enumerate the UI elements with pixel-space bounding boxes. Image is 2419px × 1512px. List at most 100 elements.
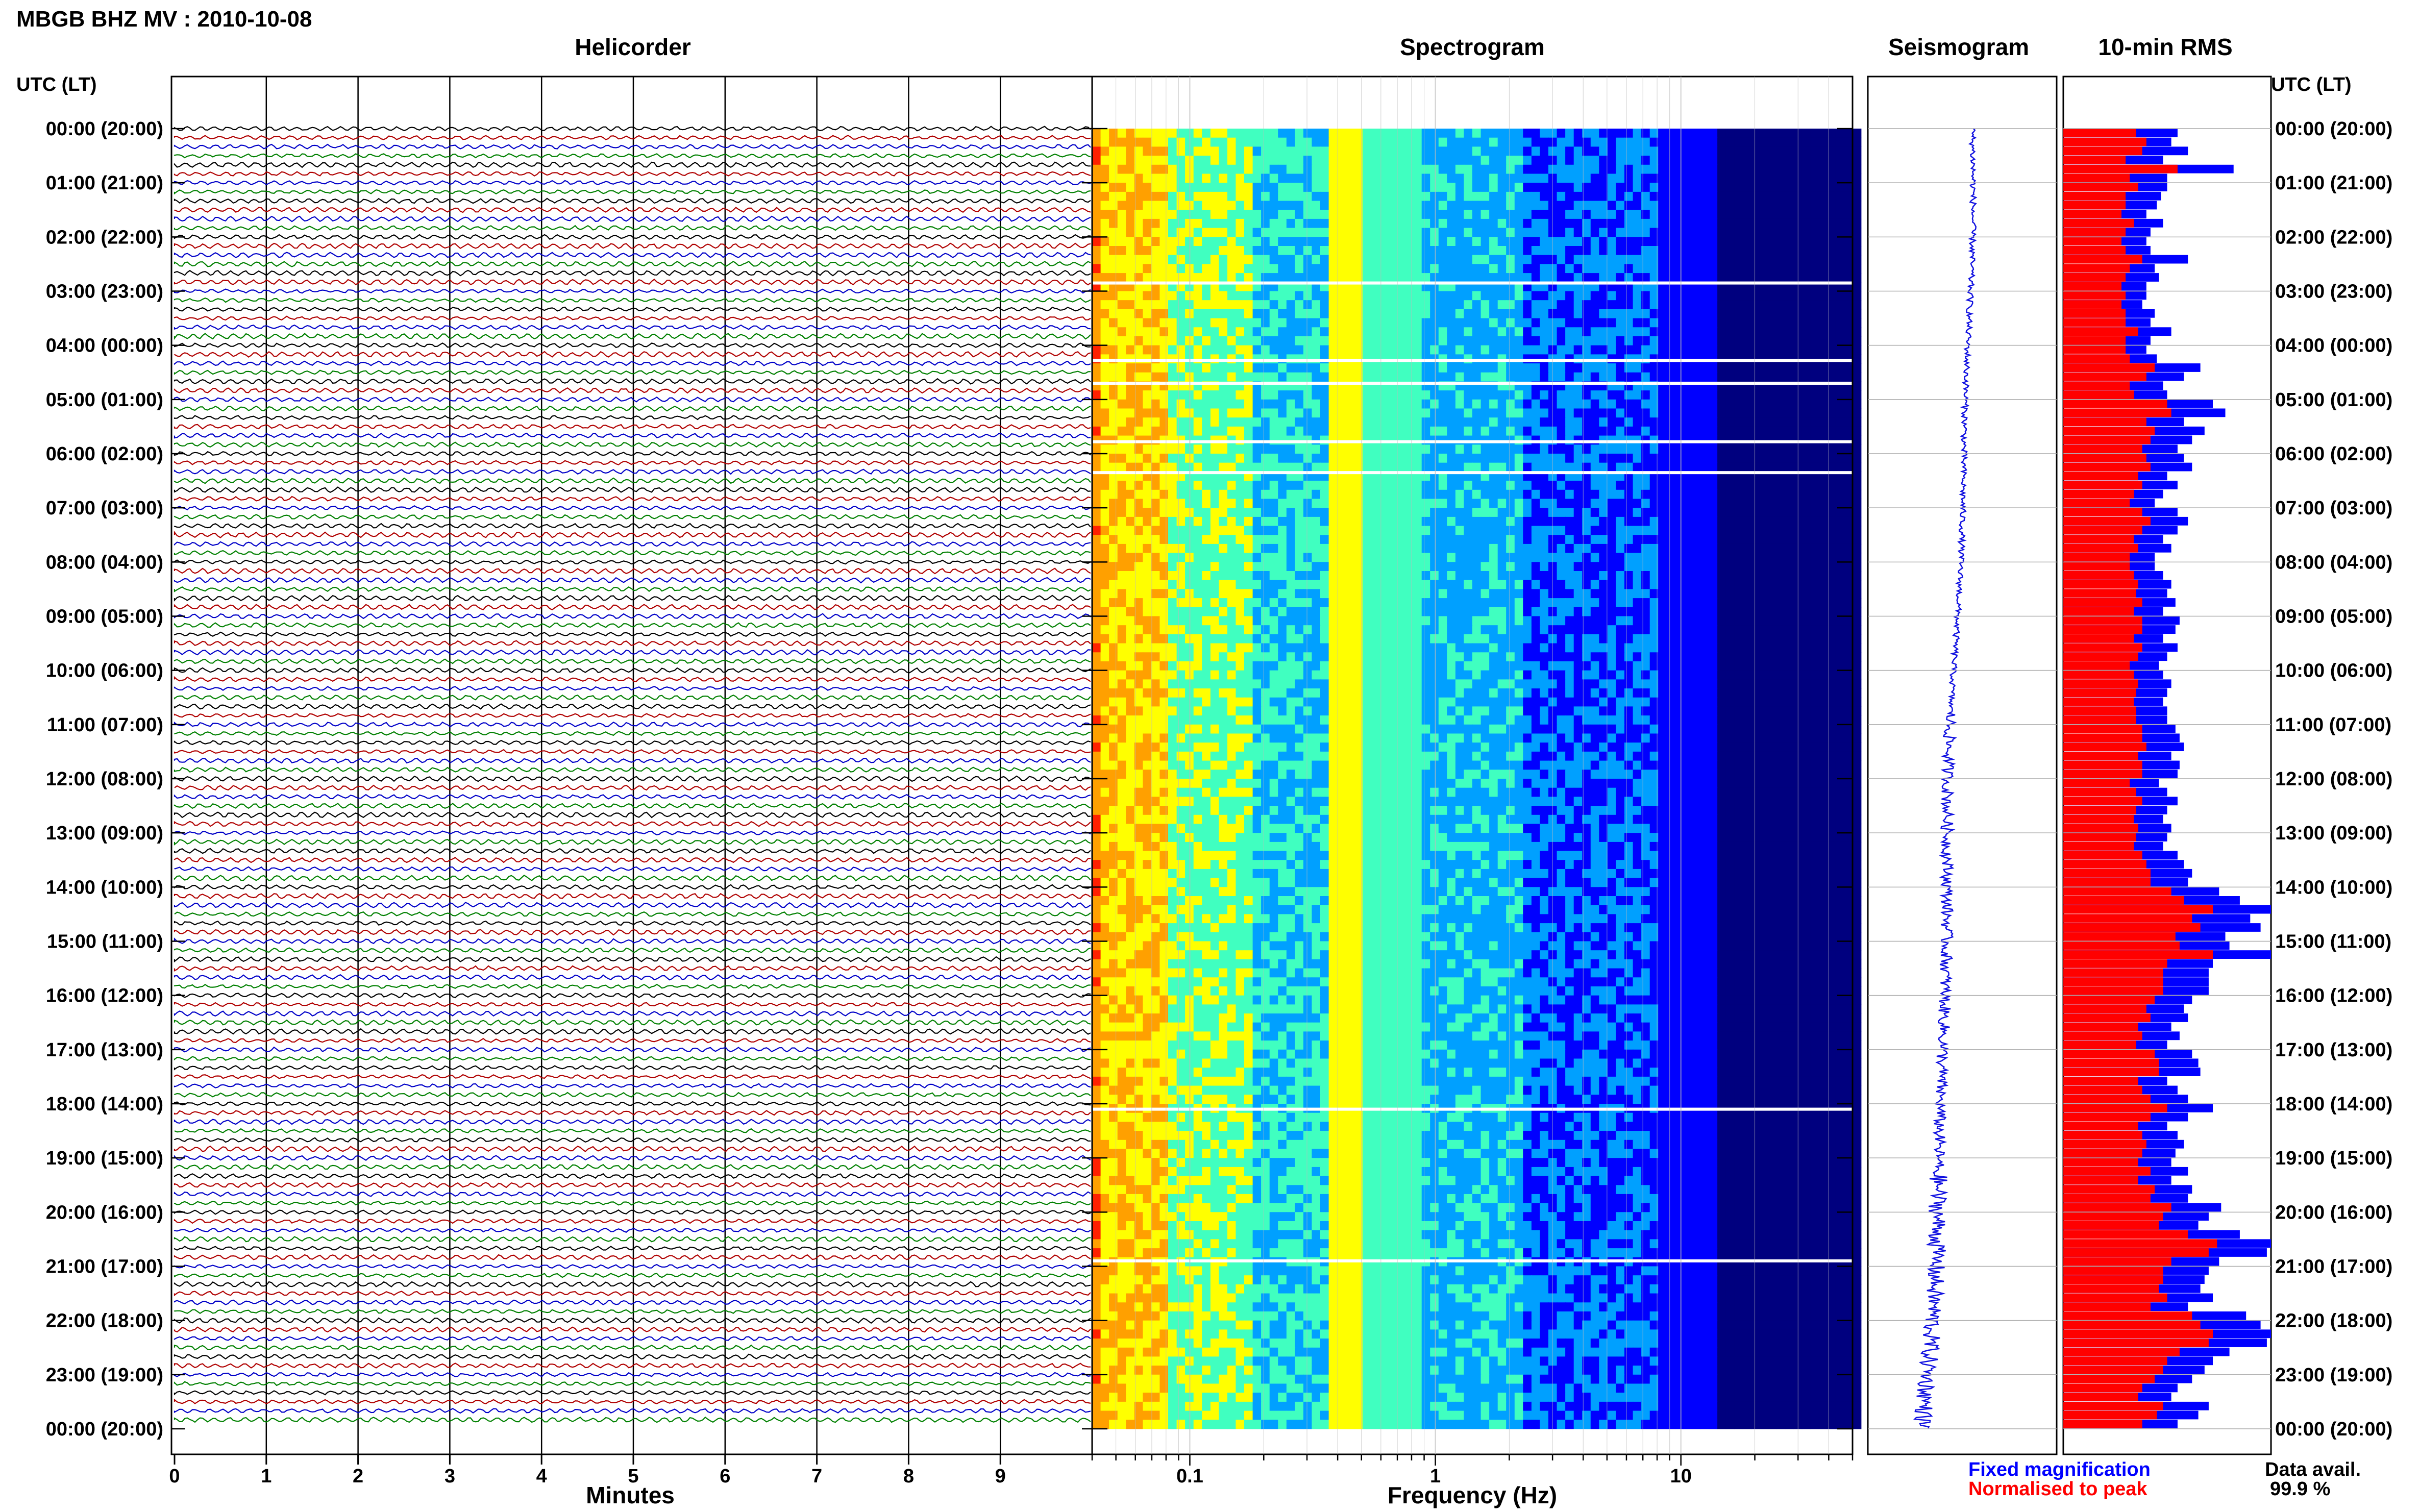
spectrogram-cell	[1768, 246, 1777, 256]
spectrogram-cell	[1362, 336, 1372, 346]
spectrogram-cell	[1117, 535, 1127, 544]
spectrogram-cell	[1303, 264, 1313, 274]
spectrogram-cell	[1252, 129, 1262, 138]
spectrogram-cell	[1666, 164, 1676, 175]
spectrogram-cell	[1480, 173, 1490, 183]
spectrogram-cell	[1134, 237, 1144, 246]
spectrogram-cell	[1768, 562, 1777, 572]
spectrogram-cell	[1219, 218, 1228, 229]
spectrogram-cell	[1573, 201, 1583, 210]
spectrogram-cell	[1801, 129, 1811, 138]
spectrogram-cell	[1641, 516, 1650, 527]
spectrogram-cell	[1236, 291, 1245, 301]
spectrogram-cell	[1328, 589, 1338, 599]
spectrogram-cell	[1455, 237, 1465, 246]
spectrogram-cell	[1607, 264, 1617, 274]
spectrogram-cell	[1295, 426, 1304, 436]
spectrogram-cell	[1126, 327, 1135, 337]
spectrogram-cell	[1210, 426, 1220, 436]
helicorder-trace	[174, 803, 1091, 809]
spectrogram-cell	[1540, 516, 1549, 527]
spectrogram-cell	[1345, 137, 1355, 147]
spectrogram-cell	[1734, 481, 1743, 490]
spectrogram-cell	[1607, 535, 1617, 544]
spectrogram-cell	[1709, 562, 1718, 572]
spectrogram-cell	[1565, 562, 1574, 572]
spectrogram-cell	[1725, 543, 1735, 554]
spectrogram-cell	[1219, 291, 1228, 301]
spectrogram-cell	[1734, 535, 1743, 544]
spectrogram-cell	[1768, 164, 1777, 175]
spectrogram-cell	[1202, 516, 1211, 527]
spectrogram-cell	[1430, 508, 1439, 517]
spectrogram-cell	[1252, 580, 1262, 589]
spectrogram-cell	[1853, 472, 1862, 481]
spectrogram-cell	[1742, 336, 1752, 346]
spectrogram-cell	[1404, 164, 1414, 175]
spectrogram-cell	[1683, 426, 1693, 436]
spectrogram-cell	[1827, 327, 1836, 337]
spectrogram-cell	[1421, 183, 1431, 192]
spectrogram-cell	[1548, 543, 1558, 554]
spectrogram-cell	[1388, 156, 1397, 165]
spectrogram-cell	[1345, 543, 1355, 554]
spectrogram-cell	[1489, 237, 1498, 246]
spectrogram-cell	[1717, 137, 1726, 147]
spectrogram-cell	[1540, 454, 1549, 463]
spectrogram-cell	[1785, 264, 1794, 274]
spectrogram-cell	[1379, 535, 1389, 544]
spectrogram-cell	[1328, 228, 1338, 237]
spectrogram-cell	[1844, 390, 1853, 400]
spectrogram-cell	[1126, 363, 1135, 373]
spectrogram-cell	[1176, 210, 1186, 219]
spectrogram-cell	[1548, 210, 1558, 219]
spectrogram-cell	[1633, 562, 1642, 572]
spectrogram-cell	[1776, 535, 1786, 544]
spectrogram-cell	[1447, 481, 1456, 490]
spectrogram-cell	[1252, 255, 1262, 264]
spectrogram-cell	[1362, 571, 1372, 581]
spectrogram-cell	[1303, 237, 1313, 246]
spectrogram-cell	[1278, 417, 1287, 427]
spectrogram-cell	[1853, 454, 1862, 463]
spectrogram-cell	[1683, 146, 1693, 156]
spectrogram-cell	[1734, 372, 1743, 382]
spectrogram-cell	[1565, 129, 1574, 138]
spectrogram-cell	[1388, 399, 1397, 409]
spectrogram-cell	[1227, 444, 1237, 454]
spectrogram-cell	[1455, 191, 1465, 202]
spectrogram-cell	[1151, 499, 1161, 508]
spectrogram-cell	[1624, 499, 1634, 508]
spectrogram-cell	[1261, 129, 1270, 138]
spectrogram-cell	[1337, 129, 1346, 138]
spectrogram-cell	[1565, 598, 1574, 608]
spectrogram-cell	[1388, 300, 1397, 310]
spectrogram-cell	[1210, 535, 1220, 544]
spectrogram-cell	[1100, 210, 1109, 219]
spectrogram-cell	[1844, 228, 1853, 237]
spectrogram-cell	[1295, 571, 1304, 581]
spectrogram-cell	[1514, 489, 1524, 500]
spectrogram-cell	[1480, 499, 1490, 508]
spectrogram-cell	[1438, 526, 1448, 535]
spectrogram-cell	[1573, 327, 1583, 337]
spectrogram-cell	[1286, 156, 1296, 165]
spectrogram-cell	[1219, 535, 1228, 544]
spectrogram-cell	[1100, 607, 1109, 617]
spectrogram-cell	[1278, 553, 1287, 562]
spectrogram-cell	[1143, 318, 1152, 328]
spectrogram-cell	[1117, 444, 1127, 454]
spectrogram-cell	[1742, 264, 1752, 274]
spectrogram-cell	[1236, 598, 1245, 608]
spectrogram-cell	[1658, 137, 1667, 147]
spectrogram-cell	[1464, 327, 1473, 337]
spectrogram-cell	[1134, 264, 1144, 274]
spectrogram-cell	[1455, 146, 1465, 156]
spectrogram-cell	[1827, 237, 1836, 246]
spectrogram-cell	[1176, 462, 1186, 472]
spectrogram-cell	[1278, 164, 1287, 175]
spectrogram-cell	[1092, 218, 1101, 229]
helicorder-trace	[174, 821, 1091, 827]
spectrogram-cell	[1134, 444, 1144, 454]
spectrogram-cell	[1345, 228, 1355, 237]
